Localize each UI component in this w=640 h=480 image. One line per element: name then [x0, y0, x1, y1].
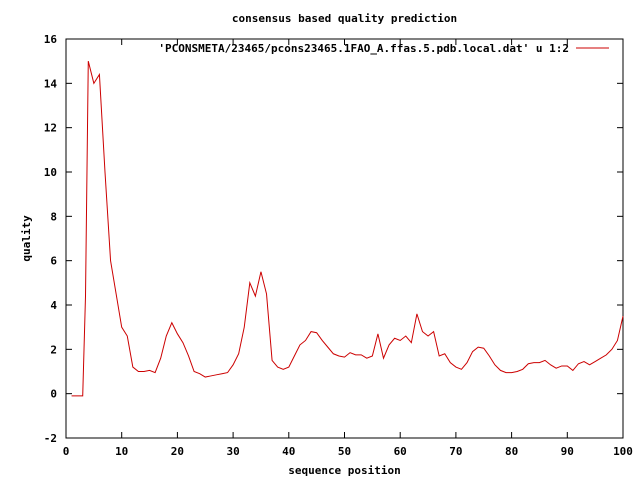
y-axis-label: quality [20, 215, 33, 262]
x-tick-label: 30 [226, 445, 239, 458]
x-tick-label: 90 [561, 445, 574, 458]
y-tick-label: -2 [44, 432, 57, 445]
y-axis: -2 0 2 4 6 8 10 12 14 16 [44, 33, 623, 445]
y-tick-label: 16 [44, 33, 58, 46]
y-tick-label: 14 [44, 77, 58, 90]
x-tick-label: 10 [115, 445, 128, 458]
y-tick-label: 4 [50, 299, 57, 312]
x-tick-label: 50 [338, 445, 351, 458]
x-tick-label: 70 [449, 445, 462, 458]
legend-label: 'PCONSMETA/23465/pcons23465.1FAO_A.ffas.… [158, 42, 569, 55]
series-layer [71, 61, 624, 397]
x-axis: 0 10 20 30 40 50 60 70 80 90 100 [63, 39, 633, 458]
x-tick-label: 60 [394, 445, 407, 458]
x-tick-label: 0 [63, 445, 70, 458]
y-tick-label: 6 [50, 255, 57, 268]
x-tick-label: 100 [613, 445, 633, 458]
y-tick-label: 8 [50, 210, 57, 223]
y-tick-label: 10 [44, 166, 57, 179]
y-tick-label: 12 [44, 122, 57, 135]
chart-title: consensus based quality prediction [232, 12, 457, 25]
y-tick-label: 2 [50, 343, 57, 356]
x-tick-label: 40 [282, 445, 295, 458]
legend: 'PCONSMETA/23465/pcons23465.1FAO_A.ffas.… [158, 42, 609, 55]
series-line [71, 61, 624, 397]
plot-border [65, 38, 624, 439]
x-tick-label: 20 [171, 445, 184, 458]
plot-frame [65, 38, 624, 439]
x-tick-label: 80 [505, 445, 518, 458]
x-axis-label: sequence position [288, 464, 401, 477]
y-tick-label: 0 [50, 388, 57, 401]
